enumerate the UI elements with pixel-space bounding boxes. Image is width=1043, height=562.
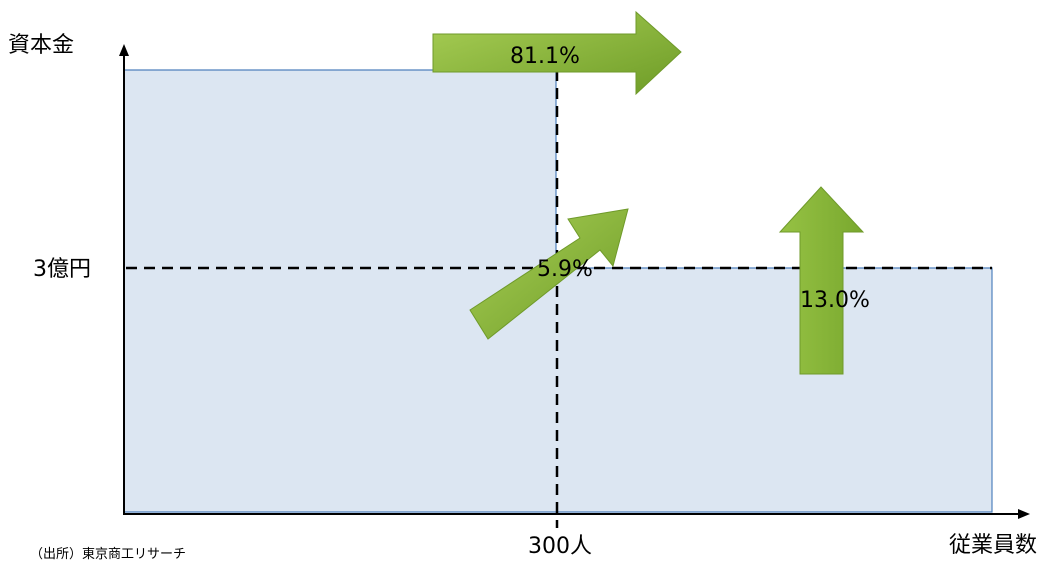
y-threshold-label: 3億円 xyxy=(33,257,91,282)
y-axis-label: 資本金 xyxy=(8,33,74,58)
arrow-right xyxy=(432,10,682,96)
arrow-up-label: 13.0% xyxy=(800,288,870,313)
arrow-diagonal-label: 5.9% xyxy=(537,257,593,282)
x-threshold-label: 300人 xyxy=(528,534,592,559)
x-axis-arrowhead xyxy=(1018,509,1030,519)
source-note: （出所）東京商工リサーチ xyxy=(30,546,186,562)
arrow-up xyxy=(778,186,865,375)
y-axis-arrowhead xyxy=(119,44,129,56)
x-axis-label: 従業員数 xyxy=(949,533,1037,558)
arrow-right-label: 81.1% xyxy=(510,44,580,69)
arrow-diagonal xyxy=(469,208,629,340)
